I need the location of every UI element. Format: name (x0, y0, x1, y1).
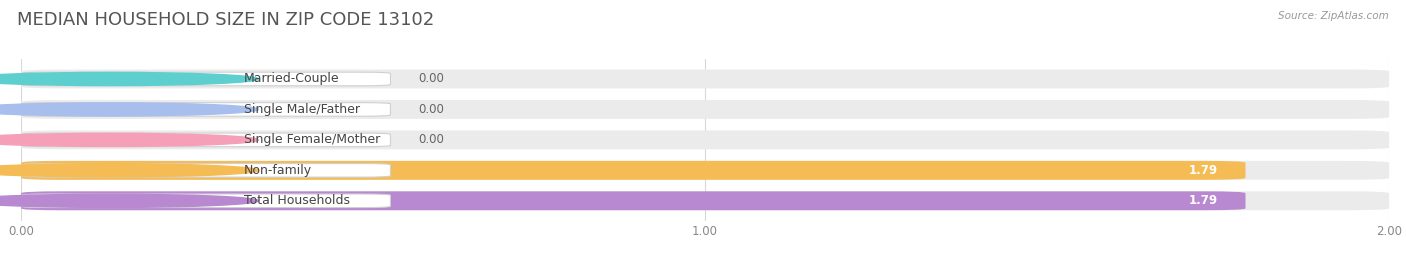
Circle shape (0, 194, 259, 207)
FancyBboxPatch shape (21, 69, 1389, 89)
Text: Single Female/Mother: Single Female/Mother (243, 133, 380, 146)
FancyBboxPatch shape (21, 130, 1389, 149)
FancyBboxPatch shape (21, 100, 1389, 119)
Text: Single Male/Father: Single Male/Father (243, 103, 360, 116)
Circle shape (0, 103, 259, 116)
FancyBboxPatch shape (21, 133, 391, 147)
Text: 0.00: 0.00 (418, 72, 444, 86)
Circle shape (0, 133, 259, 147)
Circle shape (0, 72, 259, 86)
FancyBboxPatch shape (21, 103, 391, 116)
Text: MEDIAN HOUSEHOLD SIZE IN ZIP CODE 13102: MEDIAN HOUSEHOLD SIZE IN ZIP CODE 13102 (17, 11, 434, 29)
Text: Source: ZipAtlas.com: Source: ZipAtlas.com (1278, 11, 1389, 21)
Circle shape (0, 164, 259, 177)
Text: Total Households: Total Households (243, 194, 350, 207)
FancyBboxPatch shape (21, 161, 1389, 180)
FancyBboxPatch shape (21, 194, 391, 208)
Text: 0.00: 0.00 (418, 103, 444, 116)
Text: Non-family: Non-family (243, 164, 312, 177)
FancyBboxPatch shape (21, 191, 1246, 210)
Text: Married-Couple: Married-Couple (243, 72, 339, 86)
Text: 0.00: 0.00 (418, 133, 444, 146)
FancyBboxPatch shape (21, 72, 391, 86)
FancyBboxPatch shape (21, 164, 391, 177)
Text: 1.79: 1.79 (1189, 164, 1218, 177)
Text: 1.79: 1.79 (1189, 194, 1218, 207)
FancyBboxPatch shape (21, 191, 1389, 210)
FancyBboxPatch shape (21, 161, 1246, 180)
